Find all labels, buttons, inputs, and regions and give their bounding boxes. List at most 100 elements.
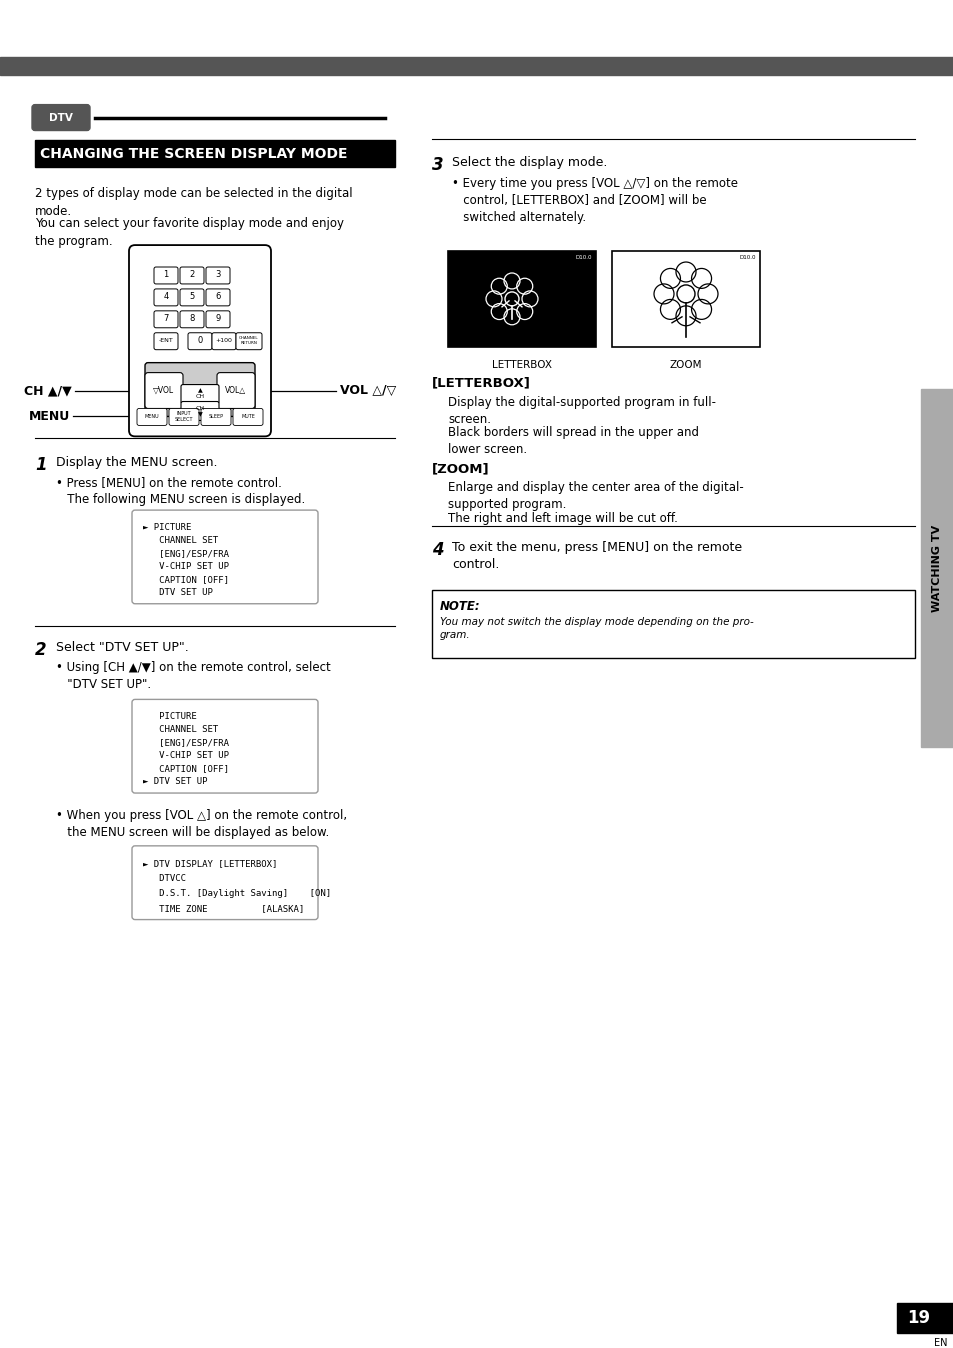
Text: PICTURE: PICTURE [143, 712, 196, 721]
FancyBboxPatch shape [181, 384, 219, 403]
Text: VOL△: VOL△ [225, 386, 246, 395]
Text: VOL △/▽: VOL △/▽ [339, 384, 395, 398]
Text: Display the MENU screen.: Display the MENU screen. [56, 457, 217, 469]
Text: -ENT: -ENT [158, 338, 173, 344]
Text: 0: 0 [197, 336, 202, 345]
Text: DTV SET UP: DTV SET UP [143, 588, 213, 597]
FancyBboxPatch shape [201, 408, 231, 426]
Text: MUTE: MUTE [241, 414, 254, 419]
FancyBboxPatch shape [206, 267, 230, 284]
FancyBboxPatch shape [169, 408, 199, 426]
FancyBboxPatch shape [233, 408, 263, 426]
Text: DTV: DTV [49, 113, 72, 123]
Text: You may not switch the display mode depending on the pro-
gram.: You may not switch the display mode depe… [439, 616, 753, 640]
Text: 6: 6 [215, 293, 220, 302]
Text: EN: EN [933, 1339, 946, 1348]
Text: ▽VOL: ▽VOL [153, 386, 174, 395]
Text: [ZOOM]: [ZOOM] [432, 462, 489, 476]
Text: D10.0: D10.0 [575, 255, 592, 260]
Text: 3: 3 [432, 156, 443, 174]
Text: 2 types of display mode can be selected in the digital
mode.: 2 types of display mode can be selected … [35, 187, 353, 218]
Bar [432, 590, 914, 658]
Text: The right and left image will be cut off.: The right and left image will be cut off… [448, 512, 678, 526]
Text: Display the digital-supported program in full-
screen.: Display the digital-supported program in… [448, 395, 716, 426]
Text: D10.0: D10.0 [739, 255, 755, 260]
Bar [448, 274, 596, 325]
Text: • Using [CH ▲/▼] on the remote control, select
   "DTV SET UP".: • Using [CH ▲/▼] on the remote control, … [56, 661, 331, 690]
Text: 9: 9 [215, 314, 220, 324]
Text: D.S.T. [Daylight Saving]    [ON]: D.S.T. [Daylight Saving] [ON] [143, 888, 331, 898]
Text: 2: 2 [190, 271, 194, 279]
Text: 19: 19 [906, 1309, 929, 1326]
FancyBboxPatch shape [132, 700, 317, 793]
Bar [448, 251, 596, 346]
Text: LETTERBOX: LETTERBOX [492, 360, 552, 369]
FancyBboxPatch shape [181, 402, 219, 421]
Text: NOTE:: NOTE: [439, 600, 480, 613]
Text: CHANNEL
RETURN: CHANNEL RETURN [239, 337, 258, 345]
Text: [ENG]/ESP/FRA: [ENG]/ESP/FRA [143, 739, 229, 747]
FancyBboxPatch shape [153, 288, 178, 306]
Bar [35, 140, 395, 167]
Text: 4: 4 [432, 541, 443, 559]
Text: 4: 4 [163, 293, 169, 302]
Text: 7: 7 [163, 314, 169, 324]
Text: • When you press [VOL △] on the remote control,
   the MENU screen will be displ: • When you press [VOL △] on the remote c… [56, 809, 347, 838]
Text: 1: 1 [163, 271, 169, 279]
Text: To exit the menu, press [MENU] on the remote
control.: To exit the menu, press [MENU] on the re… [452, 541, 741, 572]
Text: V-CHIP SET UP: V-CHIP SET UP [143, 562, 229, 572]
FancyBboxPatch shape [153, 267, 178, 284]
Text: ► DTV DISPLAY [LETTERBOX]: ► DTV DISPLAY [LETTERBOX] [143, 859, 277, 868]
Text: CHANNEL SET: CHANNEL SET [143, 725, 218, 735]
Text: MENU: MENU [29, 410, 70, 423]
Text: 8: 8 [189, 314, 194, 324]
Bar [896, 1304, 953, 1333]
Text: CAPTION [OFF]: CAPTION [OFF] [143, 574, 229, 584]
FancyBboxPatch shape [180, 267, 204, 284]
FancyBboxPatch shape [212, 333, 235, 349]
Text: You can select your favorite display mode and enjoy
the program.: You can select your favorite display mod… [35, 217, 344, 248]
Text: ▲
CH: ▲ CH [195, 388, 204, 399]
Text: Select the display mode.: Select the display mode. [452, 156, 607, 170]
Text: SLEEP: SLEEP [209, 414, 223, 419]
Text: 5: 5 [190, 293, 194, 302]
Text: Select "DTV SET UP".: Select "DTV SET UP". [56, 640, 189, 654]
Text: DTVCC: DTVCC [143, 874, 186, 883]
Text: V-CHIP SET UP: V-CHIP SET UP [143, 751, 229, 760]
Text: CH
▼: CH ▼ [195, 406, 204, 417]
Text: CH ▲/▼: CH ▲/▼ [24, 384, 71, 398]
Text: CHANNEL SET: CHANNEL SET [143, 537, 218, 545]
Bar [920, 388, 953, 747]
Text: ► PICTURE: ► PICTURE [143, 523, 192, 532]
FancyBboxPatch shape [132, 510, 317, 604]
FancyBboxPatch shape [206, 288, 230, 306]
Text: TIME ZONE          [ALASKA]: TIME ZONE [ALASKA] [143, 903, 304, 913]
FancyBboxPatch shape [153, 333, 178, 349]
Text: CHANGING THE SCREEN DISPLAY MODE: CHANGING THE SCREEN DISPLAY MODE [40, 147, 347, 162]
FancyBboxPatch shape [612, 251, 760, 346]
Text: • Press [MENU] on the remote control.
   The following MENU screen is displayed.: • Press [MENU] on the remote control. Th… [56, 476, 305, 507]
Text: 2: 2 [35, 640, 47, 659]
Text: • Every time you press [VOL △/▽] on the remote
   control, [LETTERBOX] and [ZOOM: • Every time you press [VOL △/▽] on the … [452, 178, 738, 224]
FancyBboxPatch shape [180, 311, 204, 328]
Text: WATCHING TV: WATCHING TV [931, 524, 941, 612]
FancyBboxPatch shape [137, 408, 167, 426]
FancyBboxPatch shape [235, 333, 262, 349]
Text: [ENG]/ESP/FRA: [ENG]/ESP/FRA [143, 549, 229, 558]
FancyBboxPatch shape [153, 311, 178, 328]
FancyBboxPatch shape [180, 288, 204, 306]
FancyBboxPatch shape [145, 363, 254, 417]
Text: Enlarge and display the center area of the digital-
supported program.: Enlarge and display the center area of t… [448, 481, 743, 511]
Text: Black borders will spread in the upper and
lower screen.: Black borders will spread in the upper a… [448, 426, 699, 457]
Bar [0, 57, 953, 74]
Text: ZOOM: ZOOM [669, 360, 701, 369]
FancyBboxPatch shape [32, 105, 90, 131]
Text: MENU: MENU [145, 414, 159, 419]
FancyBboxPatch shape [188, 333, 212, 349]
Text: CAPTION [OFF]: CAPTION [OFF] [143, 764, 229, 774]
FancyBboxPatch shape [216, 372, 254, 408]
FancyBboxPatch shape [145, 372, 183, 408]
Text: ► DTV SET UP: ► DTV SET UP [143, 776, 208, 786]
Text: INPUT
SELECT: INPUT SELECT [174, 411, 193, 422]
FancyBboxPatch shape [206, 311, 230, 328]
